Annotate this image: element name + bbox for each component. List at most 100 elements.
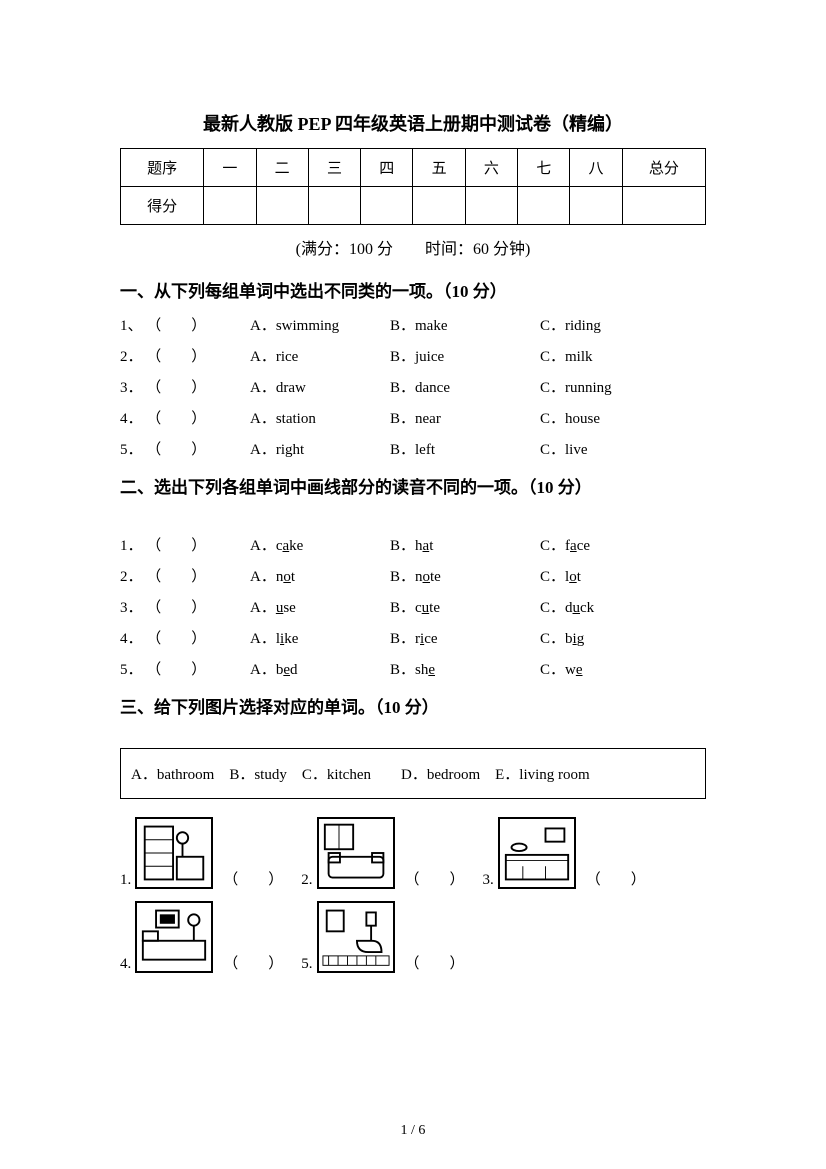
score-col-3: 三 [308, 149, 360, 187]
exam-title: 最新人教版 PEP 四年级英语上册期中测试卷（精编） [120, 110, 706, 136]
option-c: C．live [540, 438, 588, 459]
picture-number: 3. [483, 872, 494, 889]
score-table-header-row: 题序 一 二 三 四 五 六 七 八 总分 [121, 149, 706, 187]
option-b: B．juice [390, 345, 540, 366]
option-b: B．cute [390, 596, 540, 617]
option-a: A．not [250, 565, 390, 586]
score-col-4: 四 [361, 149, 413, 187]
question-row: 4． （ ）A．stationB．nearC．house [120, 407, 706, 428]
score-cell [518, 187, 570, 225]
score-cell [465, 187, 517, 225]
score-cell [256, 187, 308, 225]
question-number: 2． （ ） [120, 565, 250, 586]
question-row: 2． （ ）A．riceB．juiceC．milk [120, 345, 706, 366]
option-c: C．riding [540, 314, 601, 335]
option-a: A．bed [250, 658, 390, 679]
option-c: C．running [540, 376, 612, 397]
word-options-box: A．bathroom B．study C．kitchen D．bedroom E… [120, 748, 706, 799]
answer-blank: （ ） [405, 952, 465, 973]
question-row: 3． （ ）A．useB．cuteC．duck [120, 596, 706, 617]
answer-blank: （ ） [405, 868, 465, 889]
option-b: B．dance [390, 376, 540, 397]
question-number: 4． （ ） [120, 627, 250, 648]
score-col-6: 六 [465, 149, 517, 187]
score-total-cell [622, 187, 705, 225]
page-number: 1 / 6 [0, 1123, 826, 1139]
question-row: 4． （ ）A．likeB．riceC．big [120, 627, 706, 648]
option-a: A．right [250, 438, 390, 459]
question-number: 4． （ ） [120, 407, 250, 428]
answer-blank: （ ） [223, 868, 283, 889]
option-b: B．she [390, 658, 540, 679]
option-a: A．rice [250, 345, 390, 366]
picture-row-2: 4. （ ） 5. （ ） [120, 901, 706, 973]
picture-number: 2. [301, 872, 312, 889]
option-a: A．cake [250, 534, 390, 555]
option-b: B．left [390, 438, 540, 459]
question-row: 5． （ ）A．bedB．sheC．we [120, 658, 706, 679]
score-total-label: 总分 [622, 149, 705, 187]
score-col-8: 八 [570, 149, 622, 187]
option-b: B．make [390, 314, 540, 335]
score-col-7: 七 [518, 149, 570, 187]
question-row: 1、 （ ）A．swimmingB．makeC．riding [120, 314, 706, 335]
option-c: C．we [540, 658, 583, 679]
option-b: B．note [390, 565, 540, 586]
option-b: B．near [390, 407, 540, 428]
score-table-value-row: 得分 [121, 187, 706, 225]
option-c: C．big [540, 627, 584, 648]
score-cell [308, 187, 360, 225]
question-number: 3． （ ） [120, 596, 250, 617]
picture-item: 5. （ ） [301, 901, 464, 973]
question-number: 3． （ ） [120, 376, 250, 397]
score-header-label: 题序 [121, 149, 204, 187]
score-col-2: 二 [256, 149, 308, 187]
picture-number: 5. [301, 956, 312, 973]
option-c: C．face [540, 534, 590, 555]
exam-meta: (满分：100 分 时间：60 分钟) [120, 235, 706, 259]
question-number: 5． （ ） [120, 438, 250, 459]
kitchen-icon [498, 817, 576, 889]
question-number: 5． （ ） [120, 658, 250, 679]
picture-item: 2. （ ） [301, 817, 464, 889]
question-number: 2． （ ） [120, 345, 250, 366]
section2-header: 二、选出下列各组单词中画线部分的读音不同的一项。（10 分） [120, 473, 706, 498]
score-cell [570, 187, 622, 225]
score-value-label: 得分 [121, 187, 204, 225]
bedroom-icon [135, 901, 213, 973]
section1-header: 一、从下列每组单词中选出不同类的一项。（10 分） [120, 277, 706, 302]
question-number: 1、 （ ） [120, 314, 250, 335]
picture-number: 4. [120, 956, 131, 973]
question-row: 1． （ ）A．cakeB．hatC．face [120, 534, 706, 555]
option-c: C．house [540, 407, 600, 428]
option-b: B．rice [390, 627, 540, 648]
option-a: A．station [250, 407, 390, 428]
picture-row-1: 1. （ ） 2. （ ） 3. （ ） [120, 817, 706, 889]
option-c: C．milk [540, 345, 593, 366]
option-a: A．like [250, 627, 390, 648]
option-a: A．swimming [250, 314, 390, 335]
picture-item: 1. （ ） [120, 817, 283, 889]
option-a: A．use [250, 596, 390, 617]
score-cell [413, 187, 465, 225]
living-room-icon [317, 817, 395, 889]
study-room-icon [135, 817, 213, 889]
section3-header: 三、给下列图片选择对应的单词。（10 分） [120, 693, 706, 718]
score-cell [361, 187, 413, 225]
option-b: B．hat [390, 534, 540, 555]
option-c: C．duck [540, 596, 594, 617]
score-col-1: 一 [204, 149, 256, 187]
option-c: C．lot [540, 565, 581, 586]
picture-item: 3. （ ） [483, 817, 646, 889]
picture-item: 4. （ ） [120, 901, 283, 973]
option-a: A．draw [250, 376, 390, 397]
bathroom-icon [317, 901, 395, 973]
question-row: 2． （ ）A．notB．noteC．lot [120, 565, 706, 586]
question-row: 3． （ ）A．drawB．danceC．running [120, 376, 706, 397]
picture-number: 1. [120, 872, 131, 889]
question-row: 5． （ ）A．rightB．leftC．live [120, 438, 706, 459]
score-table: 题序 一 二 三 四 五 六 七 八 总分 得分 [120, 148, 706, 225]
score-col-5: 五 [413, 149, 465, 187]
score-cell [204, 187, 256, 225]
answer-blank: （ ） [223, 952, 283, 973]
